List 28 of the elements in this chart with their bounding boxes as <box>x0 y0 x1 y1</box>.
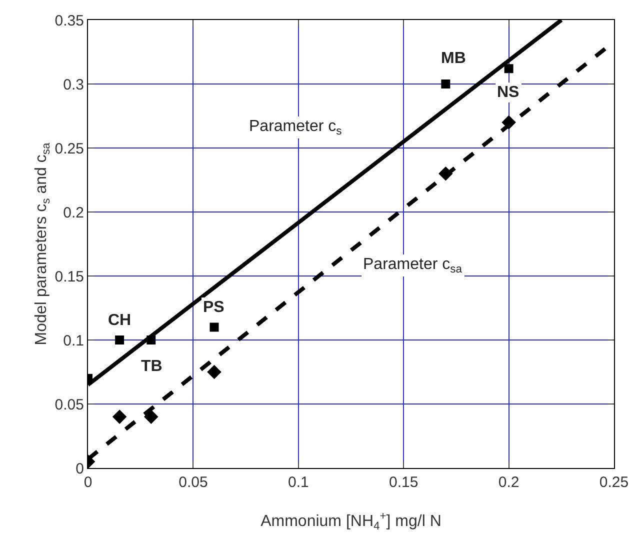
y-tick-label: 0.35 <box>54 12 84 30</box>
x-tick-label: 0.1 <box>288 474 309 491</box>
y-tick-label: 0.05 <box>54 396 84 414</box>
x-tick-label: 0.05 <box>178 474 208 491</box>
y-tick-label: 0.15 <box>54 268 84 286</box>
y-tick-label: 0.1 <box>63 332 84 350</box>
x-tick-label: 0.15 <box>389 474 418 491</box>
annotation: NS <box>497 84 520 101</box>
y-tick-label: 0.25 <box>54 140 84 158</box>
annotation: TB <box>141 358 162 375</box>
point <box>112 410 127 424</box>
annotation: CH <box>108 312 132 329</box>
point <box>504 64 514 74</box>
annotation: Parameter c$_{s}$ <box>249 118 342 138</box>
x-tick-label: 0.2 <box>498 474 520 491</box>
point <box>144 410 158 424</box>
annotation: MB <box>441 50 466 67</box>
y-tick-label: 0 <box>76 460 84 478</box>
point <box>207 364 222 380</box>
x-tick-label: 0.25 <box>599 474 629 491</box>
y-tick-label: 0.2 <box>63 204 84 222</box>
annotation: PS <box>203 299 225 316</box>
y-tick-label: 0.3 <box>63 76 84 94</box>
point <box>210 322 219 332</box>
point <box>115 336 124 344</box>
annotation: Parameter c$_{sa}$ <box>363 256 463 276</box>
x-axis-title: Ammonium [NH$_{4}$$^{+}$] mg/l N <box>260 510 442 532</box>
point <box>441 80 450 88</box>
